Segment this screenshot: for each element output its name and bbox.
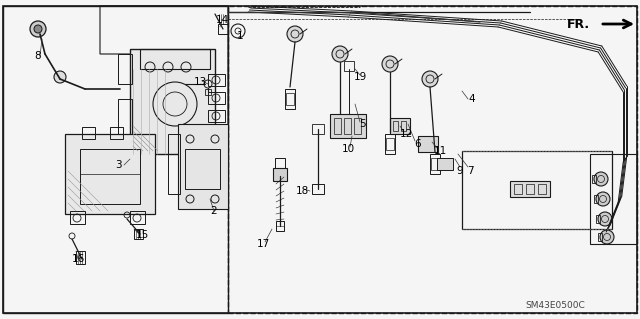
Polygon shape	[130, 49, 215, 154]
Text: 5: 5	[360, 119, 366, 129]
Text: 2: 2	[211, 206, 218, 216]
Circle shape	[34, 25, 42, 33]
Circle shape	[600, 230, 614, 244]
Circle shape	[287, 26, 303, 42]
Polygon shape	[65, 134, 155, 214]
Polygon shape	[330, 114, 366, 138]
Text: 6: 6	[415, 139, 421, 149]
Text: 4: 4	[468, 94, 476, 104]
Circle shape	[54, 71, 66, 83]
Circle shape	[594, 172, 608, 186]
Text: 14: 14	[216, 15, 228, 25]
Text: 9: 9	[457, 166, 463, 176]
Text: 17: 17	[257, 239, 269, 249]
Text: 12: 12	[399, 129, 413, 139]
Text: 18: 18	[296, 186, 308, 196]
Circle shape	[596, 192, 610, 206]
Text: 19: 19	[353, 72, 367, 82]
Circle shape	[332, 46, 348, 62]
Text: 11: 11	[433, 146, 447, 156]
Text: SM43E0500C: SM43E0500C	[525, 300, 585, 309]
Text: 10: 10	[341, 144, 355, 154]
Circle shape	[382, 56, 398, 72]
Text: 16: 16	[72, 254, 84, 264]
Polygon shape	[178, 124, 228, 209]
Text: 15: 15	[136, 230, 148, 240]
Text: 7: 7	[467, 166, 474, 176]
Text: 13: 13	[193, 77, 207, 87]
Circle shape	[30, 21, 46, 37]
Text: 8: 8	[35, 51, 42, 61]
Polygon shape	[437, 158, 453, 170]
Text: 1: 1	[237, 31, 243, 41]
Circle shape	[422, 71, 438, 87]
Text: FR.: FR.	[567, 18, 590, 31]
Polygon shape	[273, 168, 287, 181]
Polygon shape	[418, 136, 438, 152]
Text: 3: 3	[115, 160, 122, 170]
Polygon shape	[510, 181, 550, 197]
Circle shape	[598, 212, 612, 226]
Polygon shape	[390, 118, 410, 134]
